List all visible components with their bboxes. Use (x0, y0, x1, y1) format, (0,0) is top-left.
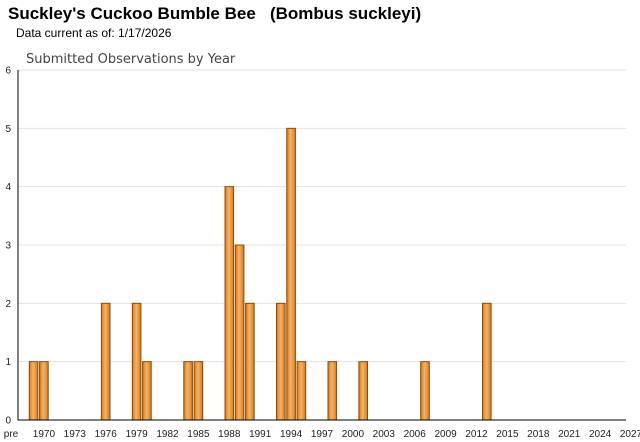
x-tick-label: 1997 (311, 429, 334, 440)
x-tick-label: 1970 (33, 429, 56, 440)
x-tick-label: 1979 (125, 429, 148, 440)
bar-1988 (224, 186, 235, 421)
y-tick-label: 6 (5, 66, 11, 77)
x-tick-label: 1988 (218, 429, 241, 440)
x-tick-label: 2000 (342, 429, 365, 440)
bar-1984 (183, 361, 193, 421)
bar-1979 (131, 302, 142, 421)
y-tick-label: 4 (5, 182, 11, 193)
bars (28, 127, 492, 421)
axes (17, 70, 626, 421)
bar-1985 (193, 361, 204, 421)
bar-1990 (245, 302, 255, 421)
x-tick-label: 2021 (558, 429, 581, 440)
x-tick-label: 2006 (404, 429, 427, 440)
bar-2013 (482, 302, 492, 421)
y-tick-labels: 0 1 2 3 4 5 6 (5, 66, 11, 427)
bar-2001 (358, 361, 368, 421)
bar-1994 (286, 127, 296, 421)
bar-1980 (142, 361, 152, 421)
chart-title: Submitted Observations by Year (26, 52, 236, 67)
data-current-label: Data current as of: 1/17/2026 (16, 26, 172, 40)
y-tick-label: 2 (5, 299, 11, 310)
x-tick-label: 1976 (95, 429, 118, 440)
bar-1976 (100, 302, 111, 421)
bar-1995 (296, 361, 307, 421)
x-tick-label: 2018 (527, 429, 550, 440)
x-tick-label: 1973 (64, 429, 87, 440)
grid-lines (18, 69, 626, 363)
bar-1969 (28, 361, 39, 421)
x-tick-label: 1991 (249, 429, 272, 440)
x-tick-label: 1985 (187, 429, 210, 440)
x-tick-label: 2015 (496, 429, 519, 440)
x-tick-labels: pre 1970 1973 1976 1979 1982 1985 1988 1991 1994 1… (4, 429, 640, 440)
x-tick-label: 2003 (373, 429, 396, 440)
bar-2007 (420, 361, 430, 421)
y-tick-label: 0 (5, 416, 11, 427)
x-tick-label: 2009 (434, 429, 457, 440)
x-tick-label: 2027 (620, 429, 640, 440)
y-tick-label: 1 (5, 357, 11, 368)
x-tick-label: 1982 (156, 429, 179, 440)
y-tick-label: 5 (5, 124, 11, 135)
x-tick-label: 2024 (589, 429, 612, 440)
bar-1993 (276, 302, 286, 421)
page-title: Suckley's Cuckoo Bumble Bee (Bombus suck… (8, 4, 422, 23)
bar-1989 (234, 244, 245, 421)
bar-1970 (39, 361, 49, 421)
y-tick-label: 3 (5, 241, 11, 252)
x-tick-label: pre (4, 429, 19, 440)
x-tick-label: 2012 (465, 429, 488, 440)
x-tick-label: 1994 (280, 429, 303, 440)
bar-1998 (327, 361, 338, 421)
